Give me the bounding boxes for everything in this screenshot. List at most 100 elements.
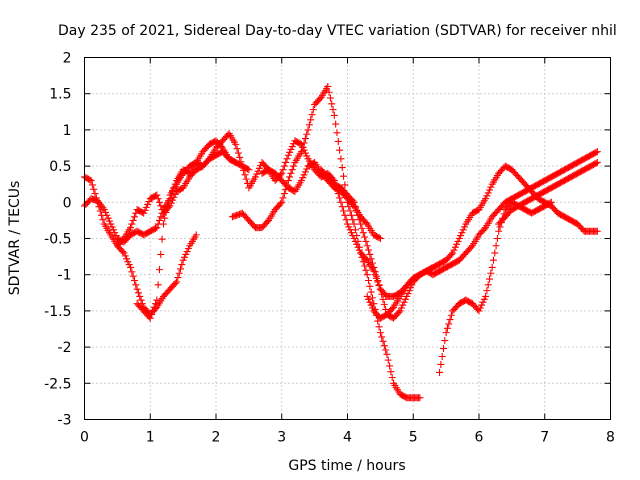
data-point-marker — [353, 232, 361, 240]
data-point-marker — [284, 177, 292, 185]
data-point-marker — [304, 126, 312, 134]
y-tick-label: 0.5 — [49, 159, 71, 175]
data-point-marker — [280, 190, 288, 198]
data-point-marker — [308, 111, 316, 119]
data-point-marker — [286, 148, 294, 156]
y-tick-label: -2.5 — [44, 376, 71, 392]
data-point-marker — [142, 203, 150, 211]
data-point-marker — [234, 149, 242, 157]
data-point-marker — [370, 263, 378, 271]
data-point-marker — [365, 295, 373, 303]
data-point-marker — [347, 229, 355, 237]
data-point-marker — [253, 170, 261, 178]
data-point-marker — [182, 250, 190, 258]
data-point-marker — [478, 301, 486, 309]
data-point-marker — [136, 292, 144, 300]
data-point-marker — [255, 164, 263, 172]
data-point-marker — [363, 242, 371, 250]
y-tick-label: 1 — [63, 123, 72, 139]
data-point-marker — [593, 158, 601, 166]
data-point-marker — [254, 167, 262, 175]
data-point-marker — [119, 236, 127, 244]
data-point-marker — [349, 216, 357, 224]
data-point-marker — [288, 143, 296, 151]
data-point-marker — [384, 356, 392, 364]
data-series — [81, 82, 601, 402]
data-point-marker — [170, 193, 178, 201]
data-point-marker — [443, 324, 451, 332]
data-point-marker — [88, 181, 96, 189]
data-point-marker — [388, 305, 396, 313]
data-point-marker — [459, 226, 467, 234]
data-point-marker — [484, 189, 492, 197]
data-point-marker — [278, 169, 286, 177]
data-point-marker — [365, 276, 373, 284]
data-point-marker — [366, 282, 374, 290]
data-point-marker — [92, 194, 100, 202]
data-point-marker — [90, 185, 98, 193]
data-point-marker — [353, 207, 361, 215]
data-point-marker — [242, 175, 250, 183]
data-point-marker — [153, 224, 161, 232]
data-point-marker — [593, 148, 601, 156]
x-tick-label: 1 — [146, 430, 155, 446]
data-point-marker — [303, 130, 311, 138]
data-point-marker — [367, 288, 375, 296]
data-point-marker — [365, 246, 373, 254]
data-point-marker — [366, 298, 374, 306]
data-point-marker — [488, 263, 496, 271]
x-tick-label: 6 — [475, 430, 484, 446]
data-point-marker — [150, 303, 158, 311]
data-point-marker — [383, 350, 391, 358]
data-point-marker — [155, 216, 163, 224]
data-point-marker — [450, 246, 458, 254]
y-tick-labels: 2 1.5 1 0.5 0 -0.5 -1 -1.5 -2 -2.5 -3 — [44, 51, 71, 429]
data-point-marker — [134, 289, 142, 297]
data-point-marker — [99, 216, 107, 224]
data-point-marker — [375, 323, 383, 331]
x-tick-label: 4 — [343, 430, 352, 446]
data-point-marker — [491, 249, 499, 257]
data-point-marker — [180, 253, 188, 261]
data-point-marker — [378, 333, 386, 341]
data-point-marker — [479, 298, 487, 306]
data-point-marker — [155, 266, 163, 274]
data-point-marker — [179, 256, 187, 264]
data-point-marker — [354, 211, 362, 219]
data-point-marker — [184, 245, 192, 253]
data-point-marker — [593, 227, 601, 235]
data-point-marker — [358, 253, 366, 261]
data-point-marker — [350, 220, 358, 228]
data-point-marker — [336, 146, 344, 154]
data-point-marker — [441, 337, 449, 345]
chart-title: Day 235 of 2021, Sidereal Day-to-day VTE… — [58, 23, 617, 39]
data-point-marker — [396, 307, 404, 315]
data-point-marker — [351, 226, 359, 234]
data-point-marker — [299, 143, 307, 151]
y-tick-label: -1 — [58, 268, 72, 284]
data-point-marker — [330, 111, 338, 119]
data-point-marker — [340, 172, 348, 180]
series-track-10 — [495, 158, 601, 228]
data-point-marker — [342, 216, 350, 224]
data-point-marker — [486, 275, 494, 283]
data-point-marker — [438, 353, 446, 361]
data-point-marker — [447, 311, 455, 319]
data-point-marker — [232, 158, 240, 166]
data-point-marker — [146, 314, 154, 322]
data-point-marker — [361, 262, 369, 270]
data-point-marker — [454, 237, 462, 245]
data-point-marker — [280, 162, 288, 170]
data-point-marker — [165, 203, 173, 211]
data-point-marker — [487, 183, 495, 191]
data-point-marker — [297, 148, 305, 156]
data-point-marker — [366, 250, 374, 258]
data-point-marker — [375, 281, 383, 289]
data-point-marker — [127, 224, 135, 232]
data-point-marker — [301, 149, 309, 157]
data-point-marker — [238, 162, 246, 170]
data-point-marker — [183, 248, 191, 256]
data-point-marker — [484, 281, 492, 289]
data-point-marker — [439, 345, 447, 353]
data-point-marker — [159, 220, 167, 228]
